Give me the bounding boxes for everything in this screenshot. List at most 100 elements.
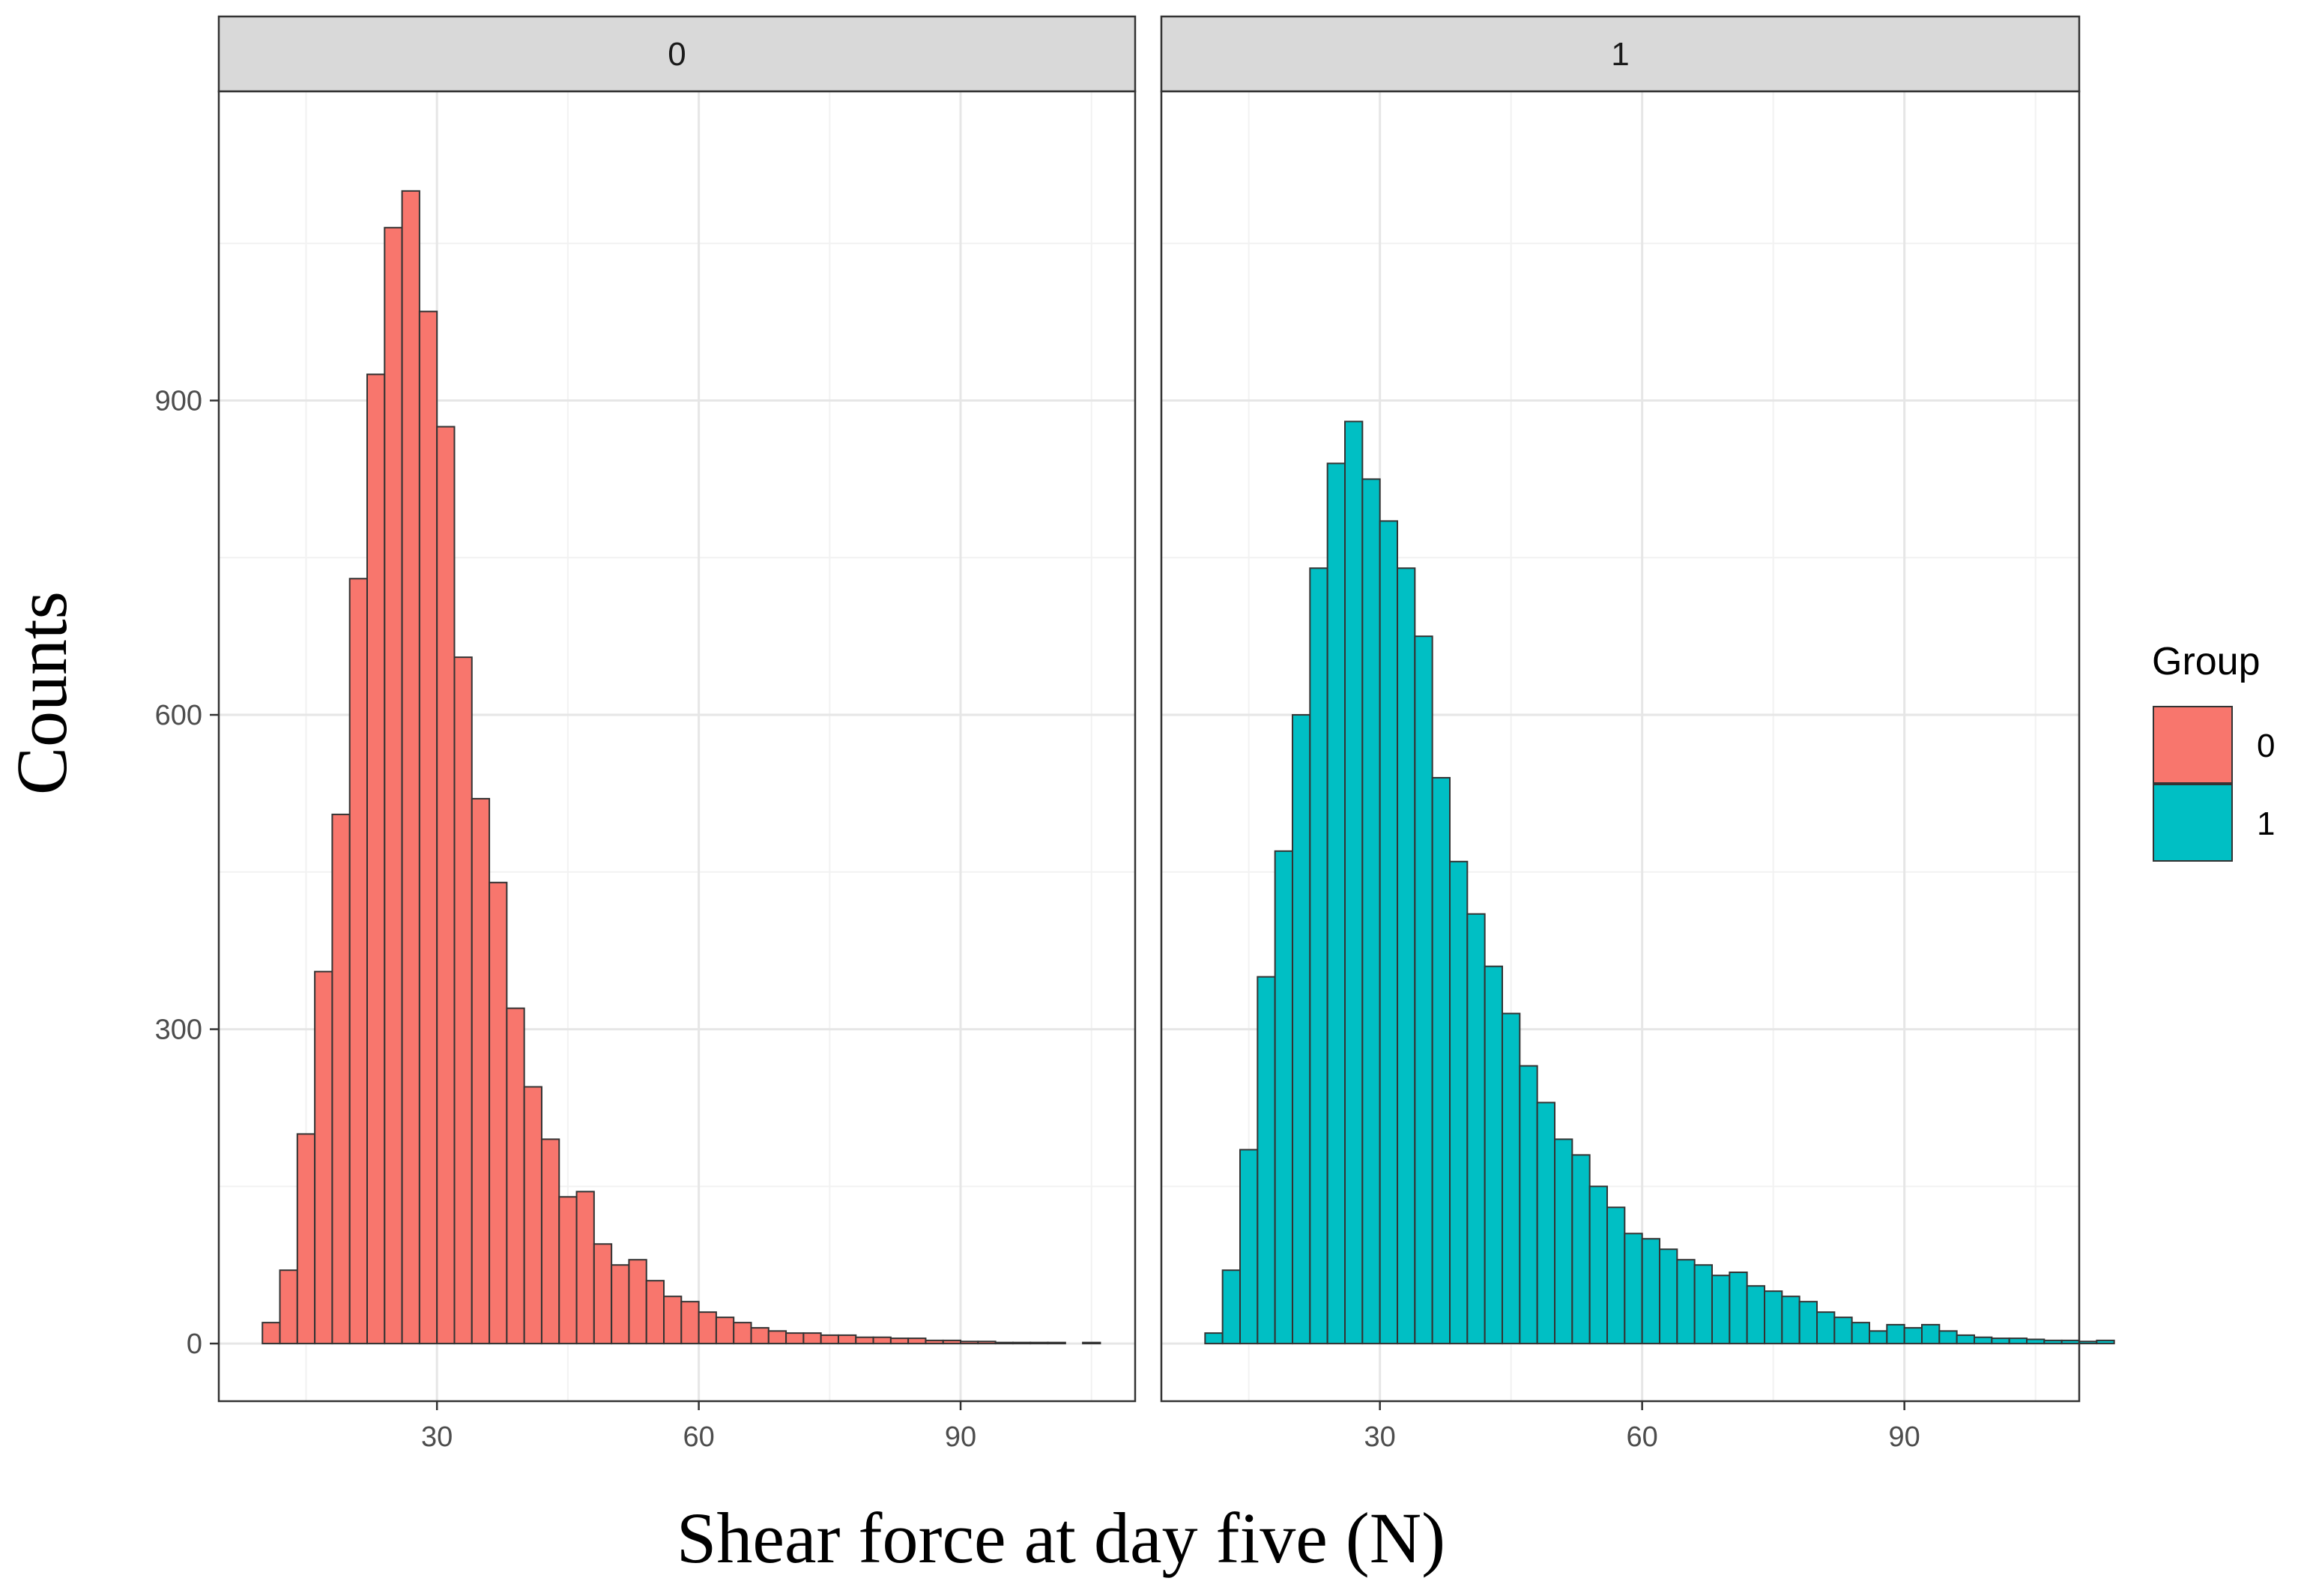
histogram-bar xyxy=(384,226,403,1345)
histogram-bar xyxy=(314,970,333,1345)
histogram-bar xyxy=(558,1196,578,1345)
x-axis-title: Shear force at day five (N) xyxy=(677,1498,1445,1578)
histogram-bar xyxy=(611,1264,630,1345)
histogram-bar xyxy=(1536,1101,1556,1345)
y-tick-label: 600 xyxy=(155,700,202,731)
histogram-bar xyxy=(1974,1336,1993,1345)
histogram-bar xyxy=(418,310,438,1345)
histogram-bar xyxy=(1693,1264,1714,1345)
histogram-bar xyxy=(1274,850,1293,1345)
histogram-bar xyxy=(1938,1330,1958,1345)
histogram-bar xyxy=(2096,1339,2115,1345)
histogram-bar xyxy=(785,1332,805,1345)
histogram-bar xyxy=(593,1243,613,1345)
histogram-bar xyxy=(1886,1323,1905,1345)
facet-strip-0 xyxy=(217,15,1137,93)
histogram-bar xyxy=(489,881,508,1345)
panel-border xyxy=(1160,90,2081,1403)
histogram-bar xyxy=(331,813,351,1345)
histogram-bar xyxy=(1397,567,1416,1345)
histogram-bar xyxy=(1449,860,1469,1345)
histogram-bar xyxy=(261,1322,281,1345)
histogram-bar xyxy=(506,1007,525,1345)
histogram-bar xyxy=(1292,714,1311,1345)
histogram-bar xyxy=(1851,1322,1871,1345)
histogram-bar xyxy=(1466,913,1486,1345)
histogram-bar xyxy=(680,1301,700,1345)
x-tick-label: 90 xyxy=(945,1421,976,1453)
histogram-bar xyxy=(1239,1149,1259,1345)
histogram-bar xyxy=(2043,1339,2063,1345)
histogram-bar xyxy=(366,373,386,1345)
histogram-bar xyxy=(1816,1311,1836,1345)
histogram-bar xyxy=(1431,776,1451,1345)
histogram-bar xyxy=(1798,1301,1818,1345)
histogram-bar xyxy=(1624,1233,1643,1345)
histogram-bar xyxy=(2026,1338,2046,1345)
y-tick-label: 300 xyxy=(155,1015,202,1046)
histogram-bar xyxy=(1869,1330,1888,1345)
histogram-bar xyxy=(1781,1296,1800,1345)
histogram-bar xyxy=(348,578,369,1345)
facet-strip-1 xyxy=(1160,15,2081,93)
legend-label-group-0: 0 xyxy=(2257,728,2275,764)
histogram-bar xyxy=(540,1138,560,1345)
histogram-bar xyxy=(1659,1248,1678,1345)
histogram-bar xyxy=(279,1269,298,1345)
histogram-bar xyxy=(2008,1337,2028,1345)
histogram-bar xyxy=(1379,520,1398,1345)
histogram-bar xyxy=(1519,1065,1538,1345)
histogram-bar xyxy=(942,1339,962,1345)
histogram-bar xyxy=(837,1334,857,1345)
histogram-bar xyxy=(1344,420,1364,1345)
histogram-bar xyxy=(1326,462,1346,1345)
x-tick-label: 60 xyxy=(1627,1421,1658,1453)
histogram-bar xyxy=(453,656,473,1345)
histogram-bar xyxy=(889,1337,910,1345)
histogram-bar xyxy=(820,1334,839,1345)
histogram-bar xyxy=(925,1339,944,1345)
histogram-bar xyxy=(767,1330,787,1345)
histogram-bar xyxy=(1361,478,1381,1345)
histogram-bar xyxy=(1991,1337,2010,1345)
histogram-bar xyxy=(977,1340,997,1345)
histogram-bar xyxy=(1554,1138,1573,1345)
x-tick-label: 60 xyxy=(683,1421,714,1453)
histogram-bar xyxy=(575,1191,595,1345)
histogram-bar xyxy=(750,1327,769,1345)
histogram-bar xyxy=(1676,1259,1696,1345)
legend: Group 0 1 xyxy=(2152,640,2275,862)
y-tick-label: 0 xyxy=(187,1329,202,1360)
histogram-bar xyxy=(1956,1334,1976,1345)
histogram-bar xyxy=(296,1133,316,1345)
histogram-bar xyxy=(698,1311,717,1345)
histogram-bar xyxy=(1833,1317,1853,1345)
histogram-bar xyxy=(715,1317,735,1345)
histogram-bar xyxy=(1414,635,1433,1345)
legend-title: Group xyxy=(2152,640,2261,683)
legend-key-group-0 xyxy=(2153,706,2233,784)
histogram-bar xyxy=(1729,1271,1748,1345)
histogram-bar xyxy=(1571,1154,1591,1345)
y-tick-label: 900 xyxy=(155,386,202,417)
histogram-bar xyxy=(2078,1340,2098,1345)
histogram-bar xyxy=(802,1332,822,1345)
histogram-bar xyxy=(1711,1275,1731,1345)
x-tick-label: 30 xyxy=(421,1421,453,1453)
histogram-bar xyxy=(523,1086,542,1345)
legend-label-group-1: 1 xyxy=(2257,805,2275,842)
facet-strip-label-0: 0 xyxy=(668,36,686,73)
histogram-bar xyxy=(1221,1269,1241,1345)
y-axis-title: Counts xyxy=(1,591,82,795)
facet-strip-label-1: 1 xyxy=(1611,36,1629,73)
histogram-bar xyxy=(733,1322,752,1345)
histogram-bar xyxy=(907,1337,927,1345)
panel-border xyxy=(217,90,1137,1403)
histogram-bar xyxy=(855,1336,874,1345)
histogram-bar xyxy=(1257,976,1276,1345)
histogram-bar xyxy=(663,1296,683,1345)
histogram-bar xyxy=(1588,1185,1609,1345)
